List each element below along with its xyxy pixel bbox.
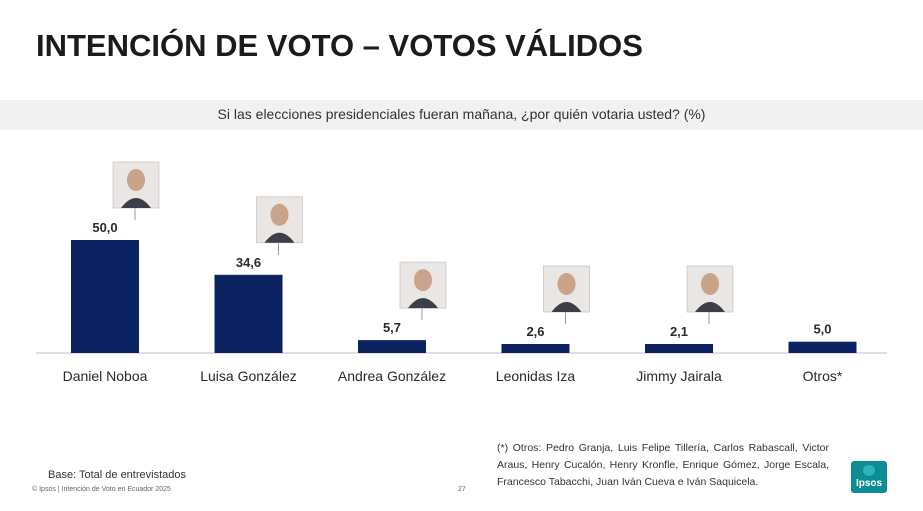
- bar-1: [214, 274, 283, 353]
- portrait-icon: [112, 161, 160, 209]
- portrait-icon: [399, 261, 447, 309]
- ipsos-logo: Ipsos: [851, 461, 887, 493]
- page-number: 27: [458, 486, 466, 493]
- data-label-4: 2,1: [670, 324, 688, 339]
- bar-chart: 50,0 Daniel Noboa 34,6 Luisa González 5,7 And…: [36, 161, 887, 384]
- bar-3: [501, 344, 570, 353]
- copyright-note: © Ipsos | Intención de Voto en Ecuador 2…: [32, 486, 171, 493]
- data-label-3: 2,6: [526, 324, 544, 339]
- data-label-1: 34,6: [236, 255, 261, 270]
- portrait-icon: [543, 265, 590, 313]
- subtitle-band: [0, 100, 923, 130]
- category-label-0: Daniel Noboa: [63, 368, 148, 384]
- portrait-icon: [256, 196, 303, 244]
- category-label-5: Otros*: [803, 368, 843, 384]
- category-label-1: Luisa González: [200, 368, 297, 384]
- bar-2: [358, 340, 426, 353]
- bar-0: [71, 240, 139, 353]
- portrait-icon: [686, 265, 734, 313]
- ipsos-logo-icon: [863, 465, 875, 476]
- data-label-5: 5,0: [813, 322, 831, 337]
- page-title: INTENCIÓN DE VOTO – VOTOS VÁLIDOS: [36, 28, 643, 63]
- others-footnote: (*) Otros: Pedro Granja, Luis Felipe Til…: [497, 442, 829, 488]
- bar-4: [645, 344, 713, 353]
- data-label-2: 5,7: [383, 320, 401, 335]
- chart-subtitle: Si las elecciones presidenciales fueran …: [217, 106, 706, 122]
- base-note: Base: Total de entrevistados: [48, 469, 186, 481]
- category-label-3: Leonidas Iza: [496, 368, 576, 384]
- ipsos-logo-text: Ipsos: [855, 478, 883, 489]
- data-label-0: 50,0: [92, 220, 117, 235]
- category-label-2: Andrea González: [338, 368, 446, 384]
- category-label-4: Jimmy Jairala: [636, 368, 722, 384]
- bar-5: [788, 341, 857, 353]
